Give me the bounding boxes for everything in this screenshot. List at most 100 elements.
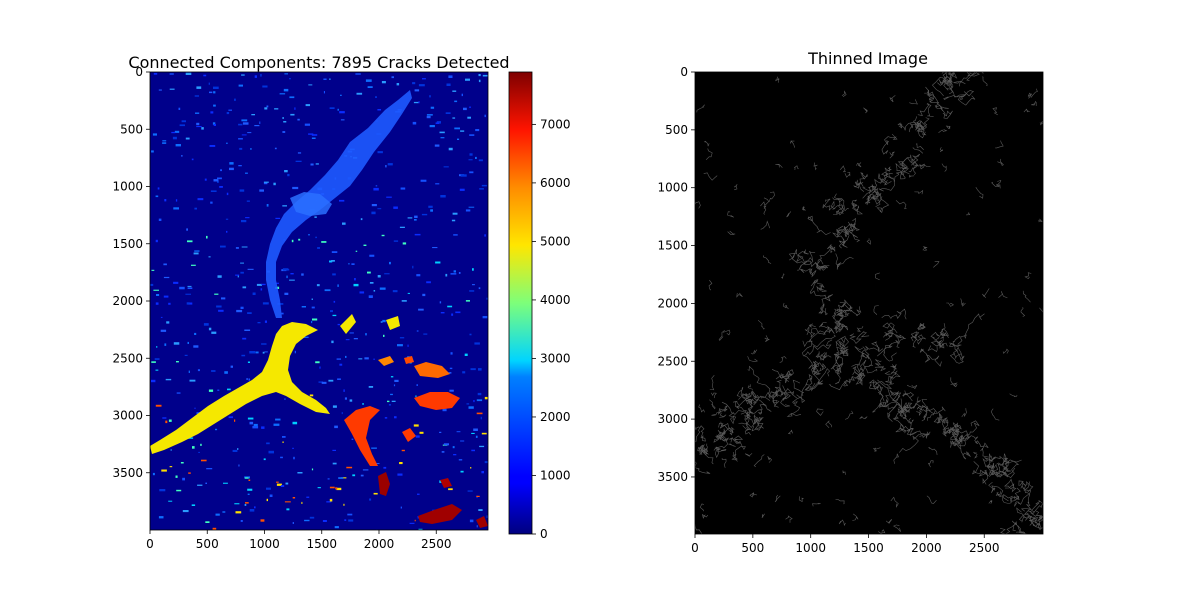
darkred-blob-10 <box>440 478 452 488</box>
crack-speckle <box>165 420 168 424</box>
crack-speckle <box>330 310 333 313</box>
crack-speckle <box>171 131 176 134</box>
crack-speckle <box>151 361 156 363</box>
skeleton-trace <box>986 455 1005 468</box>
skeleton-trace <box>695 523 702 534</box>
crack-speckle <box>373 187 379 191</box>
skeleton-trace <box>816 283 827 293</box>
crack-speckle <box>162 417 167 419</box>
skeleton-trace <box>916 127 927 139</box>
left-ytick-label: 3000 <box>112 409 143 423</box>
skeleton-trace <box>828 376 855 391</box>
crack-speckle <box>355 73 361 75</box>
skeleton-trace <box>970 435 989 452</box>
crack-speckle <box>280 456 283 459</box>
left-ytick-label: 2500 <box>112 351 143 365</box>
crack-speckle <box>211 370 216 372</box>
skeleton-trace <box>911 331 920 348</box>
crack-speckle <box>355 250 358 252</box>
skeleton-trace <box>695 201 701 209</box>
skeleton-trace <box>960 313 985 339</box>
crack-speckle <box>188 472 191 474</box>
crack-speckle <box>164 343 167 346</box>
crack-speckle <box>401 300 407 302</box>
skeleton-trace <box>757 319 765 330</box>
crack-speckle <box>294 107 296 110</box>
crack-speckle <box>421 213 428 216</box>
crack-speckle <box>180 462 184 464</box>
crack-speckle <box>413 424 419 427</box>
crack-speckle <box>478 509 483 511</box>
skeleton-trace <box>695 425 706 443</box>
crack-speckle <box>452 212 458 215</box>
skeleton-trace <box>801 205 806 211</box>
crack-speckle <box>337 323 341 326</box>
right-ytick-label: 3000 <box>657 412 688 426</box>
crack-speckle <box>187 287 193 289</box>
skeleton-trace <box>746 414 762 432</box>
crack-speckle <box>417 493 420 495</box>
right-xtick-label: 1500 <box>853 541 884 555</box>
crack-speckle <box>383 466 387 469</box>
crack-speckle <box>343 503 345 506</box>
skeleton-trace <box>937 406 949 431</box>
crack-speckle <box>155 302 159 305</box>
crack-speckle <box>458 459 463 461</box>
crack-speckle <box>323 91 325 94</box>
crack-speckle <box>439 431 442 433</box>
crack-speckle <box>344 519 347 521</box>
skeleton-trace <box>939 147 944 153</box>
skeleton-trace <box>877 392 885 402</box>
crack-speckle <box>329 260 333 263</box>
skeleton-trace <box>943 85 966 100</box>
skeleton-trace <box>890 496 899 508</box>
skeleton-trace <box>838 519 846 527</box>
crack-speckle <box>379 287 386 290</box>
crack-speckle <box>399 226 405 228</box>
crack-speckle <box>179 286 185 290</box>
crack-speckle <box>289 279 295 281</box>
crack-speckle <box>284 292 289 295</box>
skeleton-trace <box>889 95 896 103</box>
upper-blue-lobe <box>290 192 332 216</box>
crack-speckle <box>476 412 483 415</box>
crack-speckle <box>342 222 346 225</box>
skeleton-trace <box>698 448 714 465</box>
colorbar-frame <box>508 71 533 535</box>
skeleton-trace <box>951 428 963 443</box>
crack-speckle <box>474 342 480 345</box>
crack-speckle <box>311 468 314 471</box>
thinned-skeleton <box>695 72 1043 534</box>
crack-speckle <box>153 289 159 291</box>
crack-speckle <box>484 461 488 464</box>
skeleton-trace <box>853 179 864 189</box>
crack-speckle <box>337 284 339 287</box>
skeleton-trace <box>917 322 926 331</box>
crack-speckle <box>240 306 244 309</box>
crack-speckle <box>210 201 213 204</box>
crack-speckle <box>276 481 279 483</box>
right-title: Thinned Image <box>807 49 928 68</box>
colorbar-tick-label: 5000 <box>540 234 571 248</box>
crack-speckle <box>418 528 423 530</box>
crack-speckle <box>478 368 482 371</box>
crack-speckle <box>341 477 347 479</box>
crack-speckle <box>216 305 222 308</box>
crack-speckle <box>468 406 474 409</box>
crack-speckle <box>266 498 268 502</box>
crack-speckle <box>212 122 216 125</box>
yellow-tip-right <box>386 316 400 330</box>
crack-speckle <box>156 346 158 348</box>
skeleton-trace <box>899 404 912 414</box>
crack-speckle <box>284 501 291 503</box>
skeleton-trace <box>728 443 736 447</box>
skeleton-trace <box>933 261 940 268</box>
crack-speckle <box>470 368 476 371</box>
crack-speckle <box>236 309 243 313</box>
skeleton-trace <box>862 178 883 195</box>
crack-speckle <box>414 89 420 92</box>
darkred-blob-9 <box>476 516 488 528</box>
crack-speckle <box>439 301 442 304</box>
crack-speckle <box>306 496 310 498</box>
skeleton-trace <box>792 379 806 403</box>
